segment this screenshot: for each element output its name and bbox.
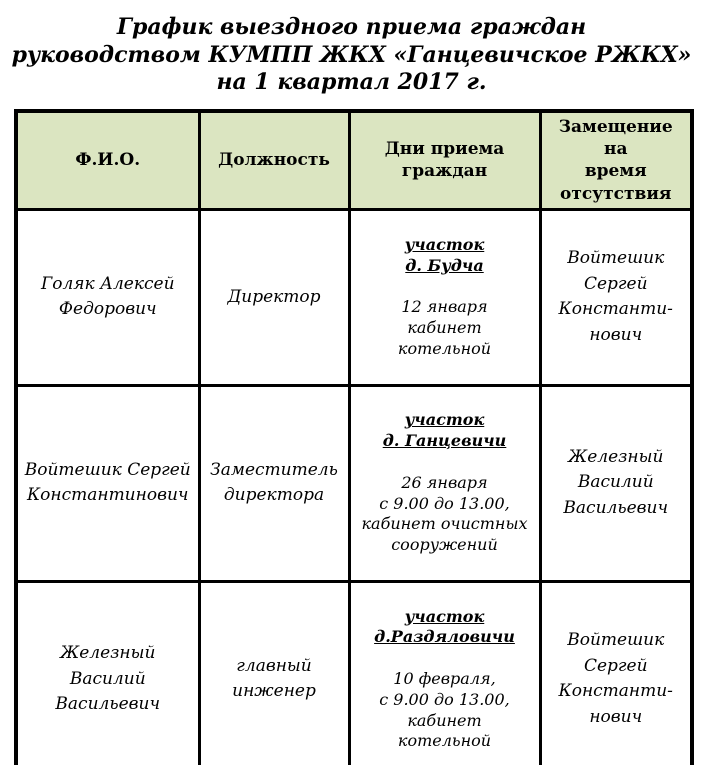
schedule-details: 12 января кабинет котельной <box>397 297 492 359</box>
cell-schedule: участок д. Будча 12 января кабинет котел… <box>347 208 542 387</box>
cell-fio: Голяк Алексей Федорович <box>14 208 201 387</box>
cell-fio: Войтешик Сергей Константинович <box>14 383 201 583</box>
column-header-fio: Ф.И.О. <box>14 108 201 212</box>
cell-replacement: Войтешик Сергей Константи- нович <box>538 579 694 765</box>
cell-replacement: Железный Василий Васильевич <box>538 383 694 583</box>
schedule-details: 10 февраля, с 9.00 до 13.00, кабинет кот… <box>379 668 510 751</box>
schedule-location: участок д.Раздяловичи <box>374 606 515 647</box>
cell-fio: Железный Василий Васильевич <box>14 579 201 765</box>
column-header-reception-days: Дни приема граждан <box>347 108 542 212</box>
cell-schedule: участок д. Ганцевичи 26 января с 9.00 до… <box>347 383 542 583</box>
cell-replacement: Войтешик Сергей Константи- нович <box>538 208 694 387</box>
schedule-details: 26 января с 9.00 до 13.00, кабинет очист… <box>361 472 528 555</box>
table-row: Войтешик Сергей Константинович Заместите… <box>14 383 694 583</box>
cell-position: Директор <box>197 208 351 387</box>
cell-position: главный инженер <box>197 579 351 765</box>
header-row: Ф.И.О. Должность Дни приема граждан Заме… <box>14 108 694 212</box>
schedule-location: участок д. Будча <box>404 235 485 275</box>
cell-schedule: участок д.Раздяловичи 10 февраля, с 9.00… <box>347 579 542 765</box>
column-header-position: Должность <box>197 108 351 212</box>
page-title: График выездного приема граждан руководс… <box>11 14 692 95</box>
schedule-location: участок д. Ганцевичи <box>382 410 507 451</box>
table-row: Железный Василий Васильевич главный инже… <box>14 579 694 765</box>
column-header-replacement: Замещение на время отсутствия <box>538 108 694 212</box>
cell-position: Заместитель директора <box>197 383 351 583</box>
table-row: Голяк Алексей Федорович Директор участок… <box>14 208 694 387</box>
reception-schedule-table: Ф.И.О. Должность Дни приема граждан Заме… <box>14 108 694 765</box>
